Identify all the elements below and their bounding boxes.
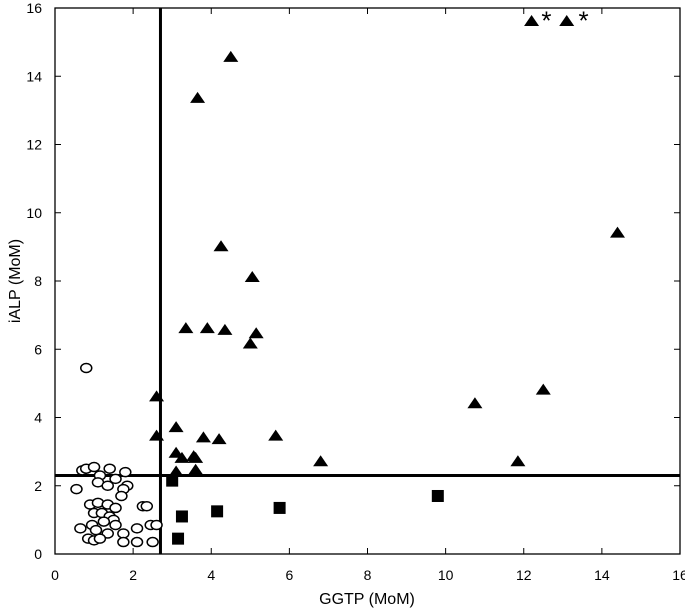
triangle-point <box>535 383 551 395</box>
y-tick-label: 0 <box>34 546 42 562</box>
triangle-point <box>610 226 625 238</box>
square-point <box>172 532 185 545</box>
x-tick-label: 6 <box>285 567 293 583</box>
circle-point <box>117 528 130 539</box>
triangle-point <box>242 337 258 349</box>
circle-point <box>119 466 132 478</box>
circle-point <box>130 536 144 548</box>
square-point <box>175 510 188 523</box>
annotations: * * <box>541 6 588 36</box>
square-point <box>166 474 179 487</box>
plot-frame <box>54 7 681 555</box>
circle-point <box>97 516 111 527</box>
triangle-point <box>467 397 483 409</box>
square-point <box>273 501 286 514</box>
x-tick-label: 8 <box>364 567 372 583</box>
data-points <box>70 15 625 548</box>
triangle-point <box>248 327 264 339</box>
asterisk-annotation: * <box>578 6 588 36</box>
triangle-point <box>178 322 194 334</box>
triangle-point <box>217 323 233 335</box>
triangle-point <box>223 50 239 62</box>
circle-point <box>146 536 159 548</box>
triangle-point <box>313 455 329 467</box>
x-tick-label: 12 <box>516 567 532 583</box>
triangle-point <box>149 390 165 402</box>
circle-point <box>74 523 87 534</box>
circle-point <box>70 483 83 495</box>
circle-point <box>101 480 114 491</box>
x-tick-label: 0 <box>51 567 59 583</box>
y-tick-label: 10 <box>26 205 42 221</box>
reference-lines <box>55 8 680 554</box>
y-axis-title: iALP (MoM) <box>7 239 24 323</box>
triangle-point <box>149 429 165 441</box>
square-point <box>211 505 224 518</box>
triangle-point <box>188 463 204 475</box>
circle-point <box>130 523 144 534</box>
circle-point <box>87 461 101 473</box>
circle-point <box>115 490 128 502</box>
triangle-point <box>213 240 229 252</box>
triangle-point <box>195 431 211 443</box>
circle-point <box>109 473 122 485</box>
triangle-point <box>524 15 540 27</box>
triangle-point <box>510 455 526 467</box>
axis-ticks: 0 2 4 6 8 10 12 14 16 0 2 4 6 8 10 12 14 16 <box>26 0 685 583</box>
circle-point <box>150 519 163 531</box>
circle-point <box>140 500 154 512</box>
y-tick-label: 12 <box>26 137 42 153</box>
triangle-point <box>211 433 227 445</box>
triangle-point <box>168 465 184 477</box>
x-tick-label: 14 <box>594 567 610 583</box>
circle-point <box>80 362 93 374</box>
triangle-point <box>188 451 204 463</box>
y-tick-label: 6 <box>34 341 42 357</box>
triangle-point <box>174 451 190 463</box>
y-tick-label: 2 <box>34 478 42 494</box>
asterisk-annotation: * <box>541 6 551 36</box>
circle-point <box>93 533 107 544</box>
circle-point <box>109 502 122 514</box>
x-tick-label: 4 <box>207 567 215 583</box>
x-tick-label: 16 <box>672 567 685 583</box>
triangle-point <box>199 322 215 334</box>
triangle-point <box>244 270 260 282</box>
circle-point <box>89 524 103 536</box>
triangle-point <box>268 429 284 441</box>
square-point <box>431 489 444 502</box>
y-tick-label: 4 <box>34 410 42 426</box>
y-tick-label: 14 <box>26 68 42 84</box>
x-axis-title: GGTP (MoM) <box>319 591 415 608</box>
x-tick-label: 10 <box>438 567 454 583</box>
y-tick-label: 16 <box>26 0 42 16</box>
triangle-point <box>559 15 575 27</box>
circle-point <box>103 463 116 474</box>
triangle-point <box>190 91 206 103</box>
circle-point <box>117 536 130 548</box>
y-tick-label: 8 <box>34 273 42 289</box>
circle-point <box>109 519 122 531</box>
triangle-point <box>168 421 184 433</box>
x-tick-label: 2 <box>129 567 137 583</box>
